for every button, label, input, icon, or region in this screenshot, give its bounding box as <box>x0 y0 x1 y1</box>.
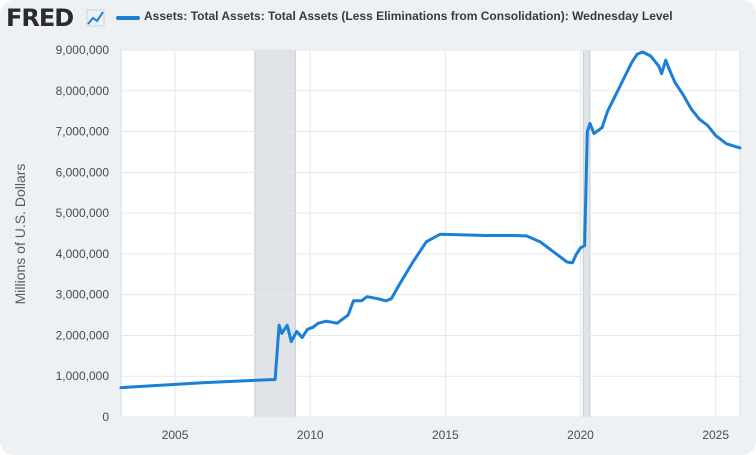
y-tick-label: 0 <box>102 410 109 424</box>
legend-swatch <box>116 16 140 20</box>
y-tick-label: 2,000,000 <box>56 328 110 342</box>
trend-chart-icon <box>86 9 105 27</box>
plot-area <box>120 49 741 418</box>
x-tick-label: 2010 <box>297 428 324 442</box>
y-tick-label: 8,000,000 <box>56 84 110 98</box>
x-axis-ticks: 2005 2010 2015 2020 2025 <box>162 428 730 442</box>
x-tick-label: 2005 <box>162 428 189 442</box>
x-tick-label: 2025 <box>702 428 729 442</box>
chart-header: FRED Assets: Total Assets: Total Assets … <box>0 0 756 36</box>
y-tick-label: 1,000,000 <box>56 369 110 383</box>
grid-lines <box>121 49 740 418</box>
y-tick-label: 9,000,000 <box>56 43 110 57</box>
y-tick-label: 4,000,000 <box>56 247 110 261</box>
y-tick-label: 7,000,000 <box>56 125 110 139</box>
legend-entry[interactable]: Assets: Total Assets: Total Assets (Less… <box>144 9 673 23</box>
x-tick-label: 2020 <box>567 428 594 442</box>
series-layer <box>119 50 742 390</box>
x-tick-label: 2015 <box>432 428 459 442</box>
series-line-1[interactable] <box>119 50 742 390</box>
fred-logo[interactable]: FRED <box>6 4 74 32</box>
y-axis-ticks: 0 1,000,000 2,000,000 3,000,000 4,000,000 5,0… <box>56 43 110 424</box>
y-axis-title: Millions of U.S. Dollars <box>12 164 28 305</box>
y-tick-label: 6,000,000 <box>56 165 110 179</box>
y-tick-label: 3,000,000 <box>56 288 110 302</box>
y-tick-label: 5,000,000 <box>56 206 110 220</box>
